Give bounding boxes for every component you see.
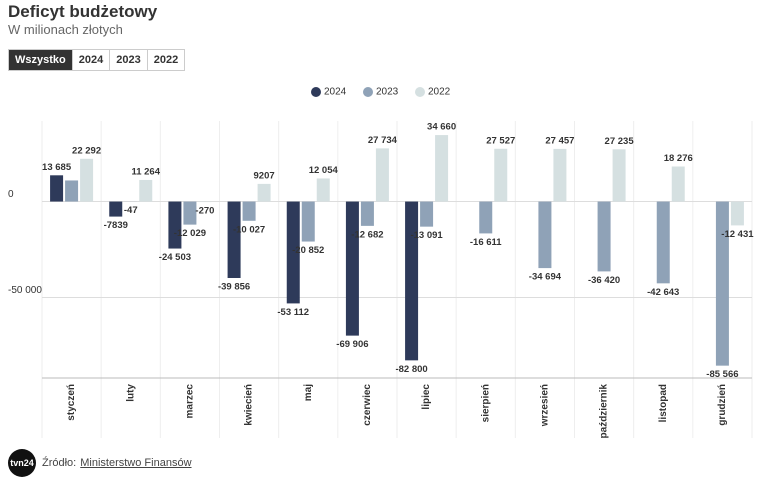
legend-label: 2024 (324, 87, 347, 98)
x-tick-label: maj (303, 384, 314, 401)
footer: tvn24 Źródło: Ministerstwo Finansów (8, 449, 192, 477)
bar (612, 149, 626, 202)
data-label: 22 292 (72, 145, 101, 156)
data-label: 34 660 (427, 122, 456, 133)
legend-label: 2022 (428, 87, 451, 98)
data-label: -270 (195, 206, 214, 217)
data-label: 27 527 (486, 135, 515, 146)
data-label: -12 682 (351, 229, 383, 240)
y-tick-label: 0 (8, 189, 14, 200)
bar (538, 201, 552, 269)
bar (286, 201, 300, 304)
bar (597, 201, 611, 272)
source-link[interactable]: Ministerstwo Finansów (80, 457, 192, 469)
legend-label: 2023 (376, 87, 399, 98)
x-tick-label: październik (599, 384, 610, 439)
data-label: 18 276 (664, 153, 693, 164)
data-label: -24 503 (159, 252, 191, 263)
bar (656, 201, 670, 284)
title: Deficyt budżetowy (8, 2, 158, 21)
y-tick-label: -50 000 (8, 285, 42, 296)
source-label: Źródło: (42, 457, 77, 469)
bar (242, 201, 256, 221)
data-label: -16 611 (470, 237, 502, 248)
data-label: -53 112 (277, 307, 309, 318)
bar (435, 135, 449, 202)
bar (50, 175, 64, 202)
data-label: -7839 (104, 220, 128, 231)
bar (553, 148, 567, 202)
bar (316, 178, 330, 202)
data-label: -47 (124, 205, 138, 216)
data-label: 12 054 (309, 165, 339, 176)
bar (671, 166, 685, 202)
bar (168, 201, 182, 249)
bar (227, 201, 241, 278)
bar (494, 148, 508, 202)
legend-swatch (363, 87, 373, 97)
bar (715, 201, 729, 366)
data-label: -39 856 (218, 282, 250, 293)
data-label: -82 800 (395, 364, 427, 375)
data-label: -13 091 (410, 230, 443, 241)
bar (479, 201, 493, 234)
data-label: -34 694 (529, 272, 562, 283)
filter-button[interactable]: 2024 (73, 50, 111, 70)
x-tick-label: styczeń (66, 384, 77, 421)
x-tick-label: lipiec (421, 384, 432, 410)
data-label: 27 734 (368, 135, 398, 146)
data-label: -12 431 (721, 229, 754, 240)
data-label: -12 029 (174, 228, 206, 239)
data-label: -69 906 (336, 339, 368, 350)
data-label: 27 457 (545, 135, 574, 146)
filter-group: Wszystko 2024 2023 2022 (8, 49, 186, 71)
legend-swatch (311, 87, 321, 97)
bar (730, 201, 744, 226)
subtitle: W milionach złotych (8, 22, 123, 37)
filter-button[interactable]: 2023 (110, 50, 148, 70)
x-tick-label: luty (125, 384, 136, 402)
bar (139, 179, 153, 202)
bar (183, 201, 197, 225)
data-label: 9207 (254, 170, 275, 181)
bar (420, 201, 434, 227)
x-tick-label: listopad (658, 384, 669, 422)
data-label: -36 420 (588, 275, 620, 286)
data-label: -42 643 (647, 287, 679, 298)
data-label: 27 235 (605, 136, 635, 147)
bar (375, 148, 389, 202)
logo: tvn24 (8, 449, 36, 477)
bar (109, 201, 123, 217)
x-tick-label: czerwiec (362, 384, 373, 426)
filter-button[interactable]: Wszystko (9, 50, 73, 70)
data-label: 13 685 (42, 162, 72, 173)
bar (360, 201, 374, 226)
bar (65, 180, 79, 202)
legend-swatch (415, 87, 425, 97)
bar (198, 201, 212, 203)
x-tick-label: kwiecień (244, 384, 255, 426)
x-tick-label: sierpień (480, 384, 491, 422)
bar (345, 201, 359, 336)
data-label: -85 566 (706, 369, 738, 380)
data-label: -20 852 (292, 245, 324, 256)
data-label: 11 264 (131, 166, 160, 177)
bar (301, 201, 315, 242)
filter-button[interactable]: 2022 (153, 54, 179, 66)
bar (257, 183, 271, 202)
bar (80, 158, 94, 202)
x-tick-label: marzec (185, 384, 196, 419)
x-tick-label: grudzień (717, 384, 728, 426)
x-tick-label: wrzesień (540, 384, 551, 427)
data-label: -10 027 (233, 224, 265, 235)
bar (405, 201, 419, 361)
